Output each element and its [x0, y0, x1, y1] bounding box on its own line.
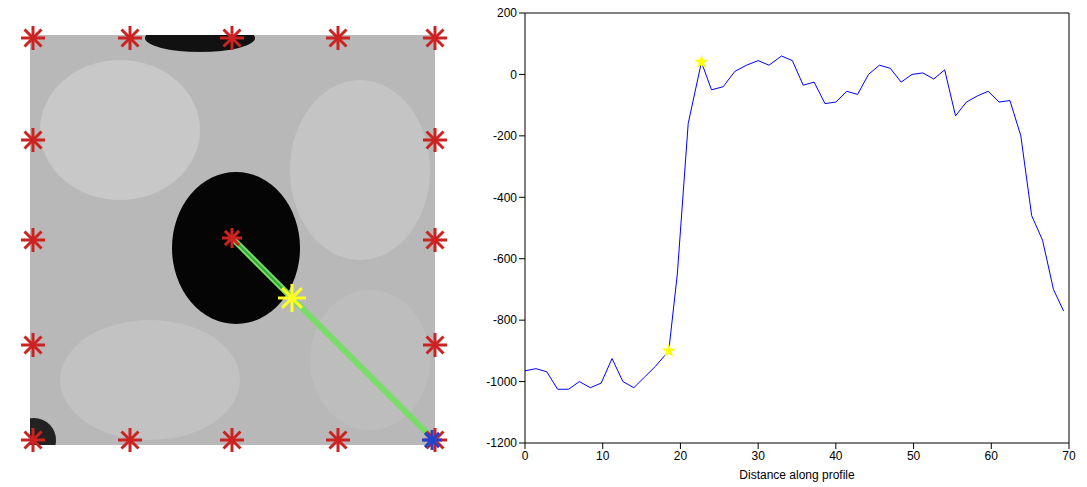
svg-text:10: 10 [596, 449, 610, 463]
svg-text:Distance along profile: Distance along profile [739, 468, 855, 482]
svg-text:70: 70 [1062, 449, 1076, 463]
svg-text:200: 200 [497, 6, 517, 20]
svg-text:-400: -400 [493, 191, 517, 205]
svg-text:-1000: -1000 [486, 375, 517, 389]
svg-text:-1200: -1200 [486, 436, 517, 450]
svg-text:0: 0 [522, 449, 529, 463]
svg-text:30: 30 [751, 449, 765, 463]
svg-text:-200: -200 [493, 129, 517, 143]
svg-text:50: 50 [907, 449, 921, 463]
svg-text:60: 60 [985, 449, 999, 463]
svg-text:-800: -800 [493, 313, 517, 327]
svg-text:20: 20 [674, 449, 688, 463]
svg-text:0: 0 [510, 68, 517, 82]
svg-text:-600: -600 [493, 252, 517, 266]
svg-text:40: 40 [829, 449, 843, 463]
